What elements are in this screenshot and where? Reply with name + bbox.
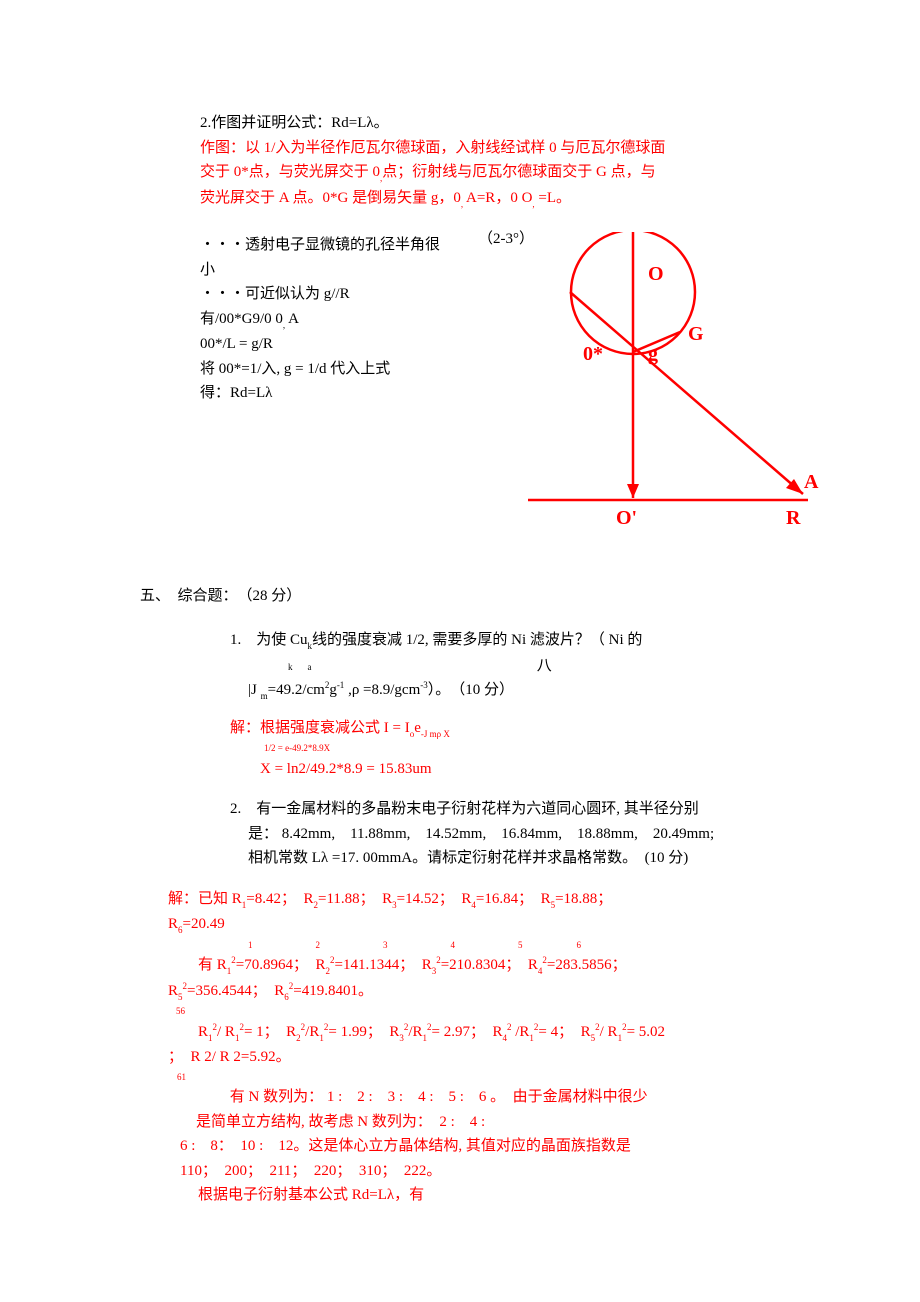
a2-l9: 6 : 8： 10 : 12。这是体心立方晶体结构, 其值对应的晶面族指数是 xyxy=(180,1135,830,1158)
deriv-l2: 小 xyxy=(200,259,480,282)
q1-l1: 1. 为使 Cuk线的强度衰减 1/2, 需要多厚的 Ni 滤波片？（ Ni 的 xyxy=(230,629,830,653)
question-1: 1. 为使 Cuk线的强度衰减 1/2, 需要多厚的 Ni 滤波片？（ Ni 的… xyxy=(230,629,830,703)
a1-l1: 解：根据强度衰减公式 I = Ioe-J mρ X xyxy=(230,717,830,741)
q1-l2: |J m=49.2/cm2g-1 ,ρ =8.9/gcm-3）。 （10 分） xyxy=(248,679,830,703)
lbl-Ostar: 0* xyxy=(583,343,603,365)
q1-kana: k a 八 xyxy=(288,655,830,678)
a2-n56: 56 xyxy=(176,1005,830,1019)
deriv-l5: 00*/L = g/R xyxy=(200,333,480,356)
deriv-l6: 将 00*=1/入, g = 1/d 代入上式 xyxy=(200,358,480,381)
ewald-diagram: O 0* g G O' A R xyxy=(488,232,828,532)
a2-nums1: 1 2 3 4 5 6 xyxy=(248,939,830,953)
p2-desc3: 荧光屏交于 A 点。0*G 是倒易矢量 g，0, A=R，0 O, =L。 xyxy=(200,187,830,211)
p2-desc1: 作图：以 1/入为半径作厄瓦尔德球面，入射线经试样 0 与厄瓦尔德球面 xyxy=(200,137,830,160)
q2-l2: 是： 8.42mm, 11.88mm, 14.52mm, 16.84mm, 18… xyxy=(248,823,830,846)
a2-l8: 是简单立方结构, 故考虑 N 数列为： 2 : 4 : xyxy=(196,1111,830,1134)
p2-desc2: 交于 0*点，与荧光屏交于 0,点；衍射线与厄瓦尔德球面交于 G 点，与 xyxy=(200,161,830,185)
a2-l4: R52=356.4544； R62=419.8401。 xyxy=(168,980,830,1004)
page-content: 2.作图并证明公式：Rd=Lλ。 作图：以 1/入为半径作厄瓦尔德球面，入射线经… xyxy=(0,0,920,1269)
a2-l10: 110； 200； 211； 220； 310； 222。 xyxy=(180,1160,830,1183)
answer-1: 解：根据强度衰减公式 I = Ioe-J mρ X 1/2 = e-49.2*8… xyxy=(230,717,830,781)
question-2: 2. 有一金属材料的多晶粉末电子衍射花样为六道同心圆环, 其半径分别 是： 8.… xyxy=(230,798,830,870)
diagram-wrap: （2-3°） O 0* g G O' A xyxy=(488,232,828,540)
deriv-l7: 得：Rd=Lλ xyxy=(200,382,480,405)
a2-l2: R6=20.49 xyxy=(168,913,830,937)
section-5-heading: 五、 综合题： （28 分） xyxy=(140,585,830,608)
deriv-l4: 有/00*G9/0 0, A xyxy=(200,308,480,332)
a2-l5: R12/ R12= 1； R22/R12= 1.99； R32/R12= 2.9… xyxy=(168,1021,830,1045)
problem-2: 2.作图并证明公式：Rd=Lλ。 作图：以 1/入为半径作厄瓦尔德球面，入射线经… xyxy=(200,112,830,210)
a2-l3: 有 R12=70.8964； R22=141.1344； R32=210.830… xyxy=(168,954,830,978)
deriv-l1: ・・・透射电子显微镜的孔径半角很 xyxy=(200,234,480,257)
lbl-Oprime: O' xyxy=(616,507,637,529)
derivation-row: ・・・透射电子显微镜的孔径半角很 小 ・・・可近似认为 g//R 有/00*G9… xyxy=(200,232,830,540)
a2-l7: 有 N 数列为： 1 : 2 : 3 : 4 : 5 : 6 。 由于金属材料中… xyxy=(196,1086,830,1109)
a2-l11: 根据电子衍射基本公式 Rd=Lλ，有 xyxy=(168,1184,830,1207)
a2-l1: 解：已知 R1=8.42； R2=11.88； R3=14.52； R4=16.… xyxy=(168,888,830,912)
lbl-A: A xyxy=(804,471,819,493)
deriv-l3: ・・・可近似认为 g//R xyxy=(200,283,480,306)
answer-2: 解：已知 R1=8.42； R2=11.88； R3=14.52； R4=16.… xyxy=(168,888,830,1207)
derivation-text: ・・・透射电子显微镜的孔径半角很 小 ・・・可近似认为 g//R 有/00*G9… xyxy=(200,232,480,407)
p2-title: 2.作图并证明公式：Rd=Lλ。 xyxy=(200,112,830,135)
lbl-g: g xyxy=(648,343,658,365)
lbl-R: R xyxy=(786,507,801,529)
lbl-O: O xyxy=(648,263,664,285)
a1-l3: X = ln2/49.2*8.9 = 15.83um xyxy=(230,758,830,781)
a2-l6: ； R 2/ R 2=5.92。 xyxy=(168,1046,830,1069)
q2-l1: 2. 有一金属材料的多晶粉末电子衍射花样为六道同心圆环, 其半径分别 xyxy=(230,798,830,821)
a2-n61: 61 xyxy=(168,1071,830,1085)
lbl-G: G xyxy=(688,323,704,345)
q2-l3: 相机常数 Lλ =17. 00mmA。请标定衍射花样并求晶格常数。 (10 分) xyxy=(248,847,830,870)
a1-l2: 1/2 = e-49.2*8.9X xyxy=(264,742,830,756)
